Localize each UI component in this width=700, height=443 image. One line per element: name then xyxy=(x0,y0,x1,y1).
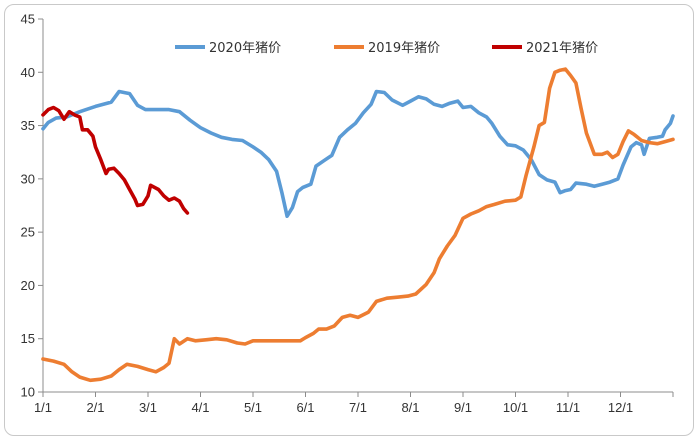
x-tick-label: 2/1 xyxy=(86,400,104,415)
x-tick-label: 1/1 xyxy=(34,400,52,415)
x-tick-label: 11/1 xyxy=(556,400,580,415)
x-tick-label: 3/1 xyxy=(139,400,157,415)
chart-frame xyxy=(4,4,694,436)
y-tick-label: 10 xyxy=(21,385,35,400)
axes: 10 15 20 25 30 35 40 45 1/1 2/1 3/1 4/1 5/1 6/1 7/1 8/1… xyxy=(21,12,674,415)
series-line-2 xyxy=(41,105,190,215)
y-tick-label: 30 xyxy=(21,171,35,186)
x-tick-label: 8/1 xyxy=(401,400,419,415)
series-line-1 xyxy=(41,67,675,383)
y-tick-label: 45 xyxy=(21,12,35,27)
x-tick-label: 9/1 xyxy=(454,400,472,415)
series-layer xyxy=(41,67,675,383)
legend-label: 2019年猪价 xyxy=(368,41,440,56)
x-tick-label: 6/1 xyxy=(296,400,314,415)
legend: 2020年猪价 2019年猪价 2021年猪价 xyxy=(175,41,598,56)
y-tick-label: 40 xyxy=(21,65,35,80)
y-tick-label: 15 xyxy=(21,331,35,346)
series-line-0 xyxy=(41,89,675,218)
x-tick-label: 5/1 xyxy=(244,400,262,415)
y-tick-label: 20 xyxy=(21,278,35,293)
y-tick-label: 35 xyxy=(21,118,35,133)
legend-label: 2020年猪价 xyxy=(209,41,281,56)
x-tick-label: 12/1 xyxy=(608,400,633,415)
legend-label: 2021年猪价 xyxy=(526,41,598,56)
x-tick-label: 7/1 xyxy=(349,400,367,415)
x-tick-label: 10/1 xyxy=(503,400,528,415)
y-tick-label: 25 xyxy=(21,225,35,240)
x-tick-label: 4/1 xyxy=(191,400,209,415)
